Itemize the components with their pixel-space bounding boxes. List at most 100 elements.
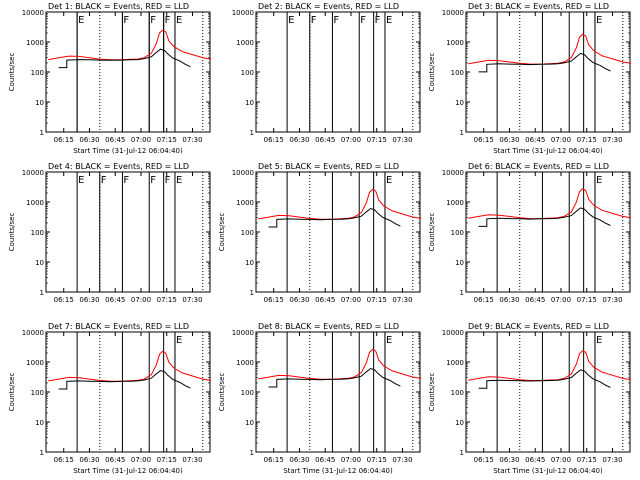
y-tick-label: 10000: [22, 169, 44, 177]
y-tick-label: 100: [451, 389, 464, 397]
y-tick-label: 1: [460, 129, 464, 137]
x-tick-label: 07:30: [392, 136, 412, 144]
panel-title: Det 1: BLACK = Events, RED = LLD: [48, 2, 189, 11]
x-axis-label: Start Time (31-Jul-12 06:04:40): [73, 147, 183, 155]
x-tick-label: 06:15: [54, 456, 74, 464]
panel-det-4: Det 4: BLACK = Events, RED = LLD 1 10 100 10…: [8, 162, 211, 304]
plot-frame: [45, 11, 211, 133]
series-events: [478, 369, 611, 389]
flag-label: E: [386, 175, 392, 186]
y-tick-label: 1000: [26, 39, 44, 47]
panel-title: Det 9: BLACK = Events, RED = LLD: [468, 322, 609, 331]
x-axis-label: Start Time (31-Jul-12 06:04:40): [73, 467, 183, 475]
x-tick-label: 07:00: [341, 296, 361, 304]
x-tick-label: 06:30: [499, 136, 519, 144]
x-tick-label: 06:30: [289, 136, 309, 144]
flag-label: F: [311, 15, 317, 26]
x-tick-label: 07:15: [577, 296, 597, 304]
y-tick-label: 10: [35, 259, 44, 267]
y-tick-label: 10000: [232, 169, 254, 177]
x-tick-label: 06:30: [499, 296, 519, 304]
series-events: [58, 369, 191, 390]
x-tick-label: 07:00: [131, 456, 151, 464]
series-lld: [48, 29, 212, 61]
y-axis-label: Counts/sec: [428, 53, 436, 92]
x-tick-label: 06:45: [105, 296, 125, 304]
x-tick-label: 07:30: [392, 456, 412, 464]
panel-title: Det 5: BLACK = Events, RED = LLD: [258, 162, 399, 171]
panel-title: Det 6: BLACK = Events, RED = LLD: [468, 162, 609, 171]
plot-frame: [255, 171, 421, 293]
plot-frame: [465, 11, 631, 133]
plot-frame: [465, 171, 631, 293]
series-events: [268, 367, 401, 388]
y-tick-label: 100: [241, 69, 254, 77]
series-lld: [468, 188, 632, 220]
plot-frame: [465, 331, 631, 453]
flag-label: E: [78, 175, 84, 186]
panel-det-5: Det 5: BLACK = Events, RED = LLD 1 10 100 10…: [218, 162, 422, 304]
y-tick-label: 10: [35, 99, 44, 107]
y-tick-label: 1000: [236, 39, 254, 47]
y-axis-label: Counts/sec: [8, 373, 16, 412]
flag-label: F: [150, 15, 156, 26]
x-axis-label: Start Time (31-Jul-12 06:04:40): [493, 147, 603, 155]
x-tick-label: 06:45: [525, 136, 545, 144]
x-tick-label: 06:45: [525, 456, 545, 464]
y-tick-label: 10: [455, 99, 464, 107]
y-tick-label: 10000: [442, 9, 464, 17]
x-tick-label: 07:00: [551, 296, 571, 304]
y-tick-label: 100: [31, 229, 44, 237]
series-lld: [258, 348, 422, 380]
y-tick-label: 1: [460, 289, 464, 297]
x-tick-label: 07:15: [157, 136, 177, 144]
flag-label: F: [123, 175, 129, 186]
x-axis-label: Start Time (31-Jul-12 06:04:40): [493, 467, 603, 475]
y-tick-label: 100: [241, 389, 254, 397]
x-tick-label: 07:30: [182, 296, 202, 304]
plot-frame: [255, 331, 421, 453]
x-tick-label: 07:30: [602, 136, 622, 144]
y-tick-label: 1000: [446, 39, 464, 47]
panel-title: Det 2: BLACK = Events, RED = LLD: [258, 2, 399, 11]
series-lld: [468, 350, 632, 381]
x-tick-label: 06:15: [474, 456, 494, 464]
y-axis-label: Counts/sec: [428, 213, 436, 252]
panel-title: Det 3: BLACK = Events, RED = LLD: [468, 2, 609, 11]
x-tick-label: 06:45: [315, 296, 335, 304]
x-tick-label: 07:30: [182, 456, 202, 464]
y-tick-label: 10000: [442, 329, 464, 337]
x-tick-label: 07:15: [367, 296, 387, 304]
x-tick-label: 06:45: [315, 456, 335, 464]
series-lld: [48, 350, 212, 382]
y-tick-label: 1: [460, 449, 464, 457]
x-tick-label: 07:30: [602, 456, 622, 464]
y-tick-label: 10: [455, 259, 464, 267]
x-tick-label: 06:30: [289, 296, 309, 304]
y-axis-label: Counts/sec: [428, 373, 436, 412]
x-tick-label: 07:15: [577, 136, 597, 144]
x-tick-label: 07:00: [551, 136, 571, 144]
x-tick-label: 06:15: [474, 296, 494, 304]
series-events: [268, 207, 401, 228]
y-tick-label: 10000: [232, 329, 254, 337]
x-tick-label: 06:15: [264, 296, 284, 304]
flag-label: E: [596, 175, 602, 186]
x-tick-label: 06:30: [289, 456, 309, 464]
y-tick-label: 1000: [446, 199, 464, 207]
x-tick-label: 06:15: [54, 136, 74, 144]
x-tick-label: 06:15: [54, 296, 74, 304]
x-tick-label: 07:30: [182, 136, 202, 144]
flag-label: E: [176, 175, 182, 186]
y-tick-label: 1000: [446, 359, 464, 367]
x-tick-label: 06:30: [79, 296, 99, 304]
y-tick-label: 1: [250, 129, 254, 137]
flag-label: E: [596, 15, 602, 26]
y-tick-label: 10: [35, 419, 44, 427]
flag-label: F: [150, 175, 156, 186]
flag-label: E: [176, 15, 182, 26]
x-tick-label: 07:00: [131, 296, 151, 304]
plot-frame: [45, 331, 211, 453]
x-tick-label: 07:15: [157, 456, 177, 464]
